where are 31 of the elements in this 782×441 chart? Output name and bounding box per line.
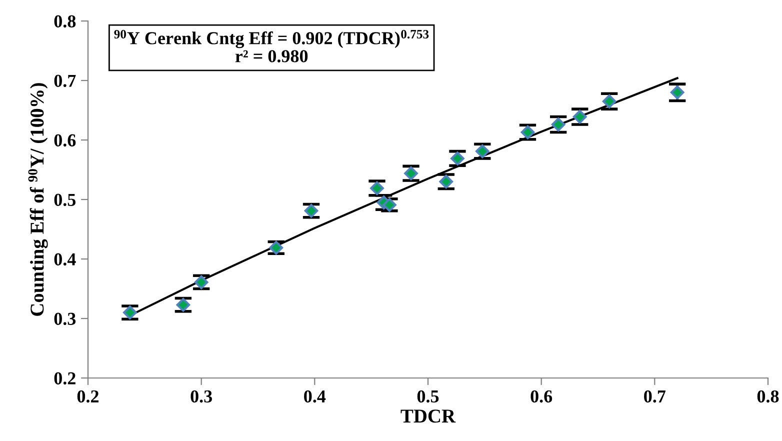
point (439, 174, 454, 189)
point (269, 240, 284, 255)
x-tick-label: 0.5 (417, 390, 439, 403)
point (551, 118, 566, 132)
y-tick-label: 0.8 (54, 15, 76, 28)
point (370, 181, 384, 196)
y-axis-title: Counting Eff of $^{90}$Y/ (100%) (28, 83, 48, 316)
y-tick-label: 0.5 (54, 194, 76, 206)
point (475, 144, 490, 158)
x-axis-title: TDCR (400, 410, 456, 423)
y-tick-label: 0.4 (54, 253, 76, 266)
y-tick-label: 0.2 (54, 372, 76, 385)
point (382, 198, 396, 212)
x-tick-label: 0.2 (77, 390, 99, 403)
x-tick-label: 0.3 (190, 390, 212, 403)
point (176, 298, 190, 312)
y-tick-label: 0.6 (54, 134, 76, 147)
y-tick-label: 0.3 (54, 312, 76, 326)
annotation: $^{90}$Y Cerenk Cntg Eff = 0.902 (TDCR)$^{0.753}$ (114, 30, 429, 48)
point (404, 166, 418, 180)
annotation: r² = 0.980 (235, 50, 308, 62)
x-tick-label: 0.7 (644, 390, 666, 403)
x-tick-label: 0.4 (304, 390, 326, 403)
point (572, 110, 587, 124)
point (122, 306, 137, 320)
y-tick-label: 0.7 (54, 74, 76, 88)
x-tick-label: 0.8 (757, 390, 779, 403)
point (602, 94, 616, 108)
x-tick-label: 0.6 (530, 390, 552, 403)
point (450, 152, 464, 166)
point (194, 275, 208, 290)
